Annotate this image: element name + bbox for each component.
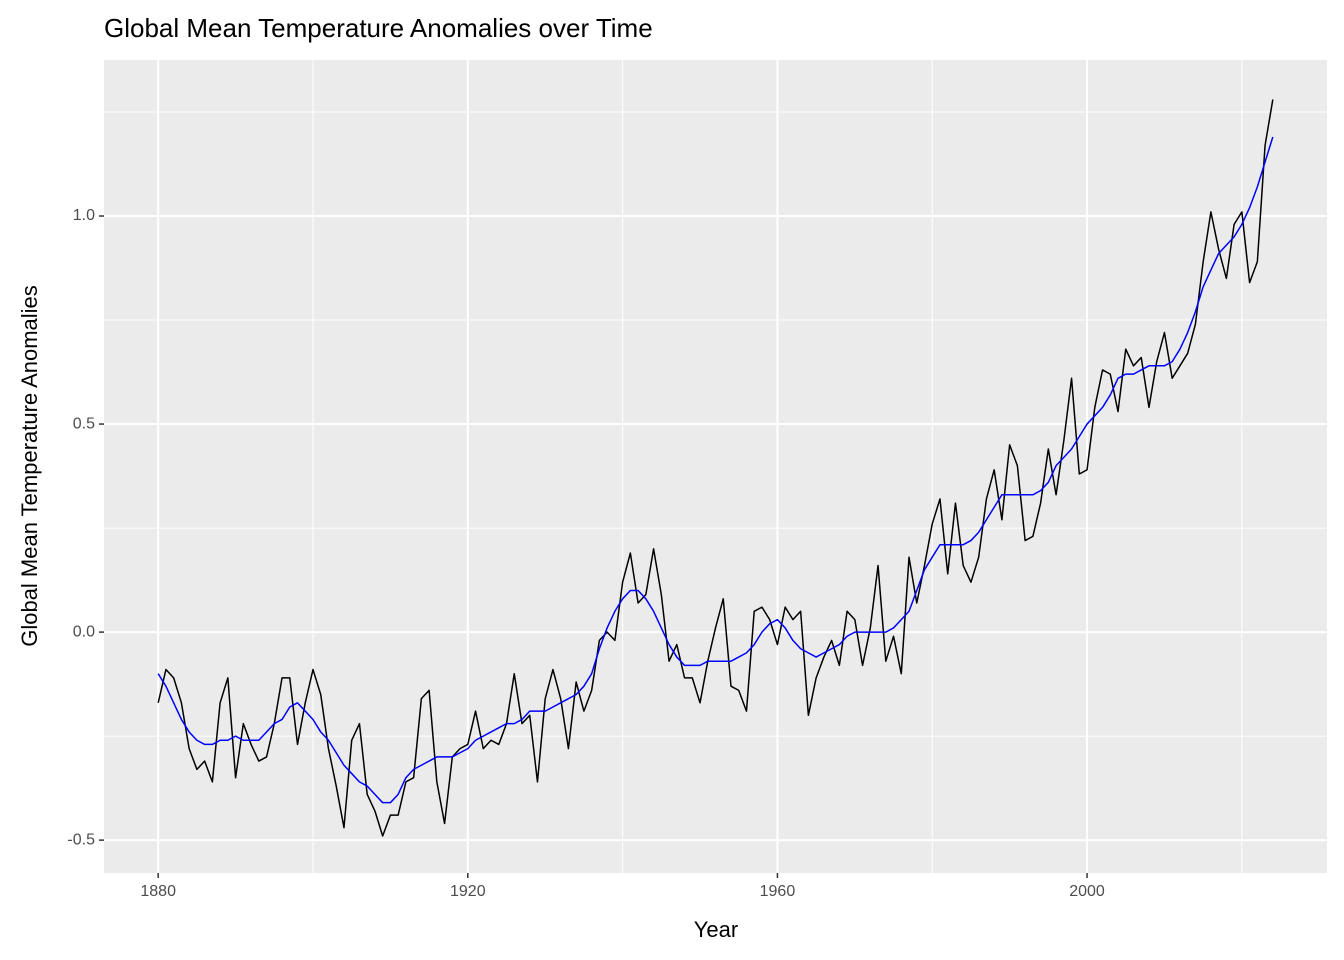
marks <box>157 99 1274 837</box>
chart-title: Global Mean Temperature Anomalies over T… <box>104 13 653 43</box>
grid <box>104 60 1327 873</box>
x-tick-label: 2000 <box>1069 883 1105 900</box>
series-line <box>157 136 1274 804</box>
y-tick-label: -0.5 <box>67 831 95 848</box>
y-tick-label: 0.0 <box>73 623 95 640</box>
y-tick-label: 0.5 <box>73 415 95 432</box>
y-axis-title: Global Mean Temperature Anomalies <box>17 285 42 647</box>
x-tick-label: 1920 <box>450 883 486 900</box>
x-tick-label: 1960 <box>760 883 796 900</box>
x-tick-label: 1880 <box>140 883 176 900</box>
series-line <box>157 99 1274 837</box>
panel <box>104 60 1327 873</box>
x-axis-title: Year <box>694 917 738 942</box>
y-tick-label: 1.0 <box>73 207 95 224</box>
